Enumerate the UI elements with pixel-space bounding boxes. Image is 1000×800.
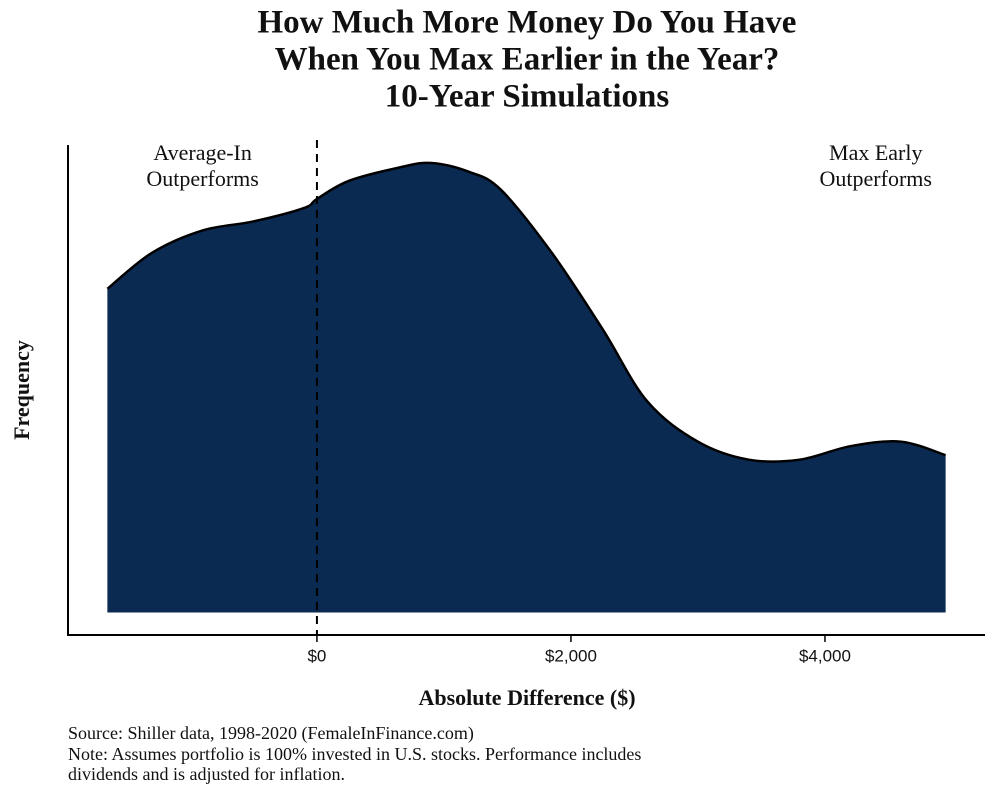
x-axis-label: Absolute Difference ($): [418, 685, 635, 710]
annotation: Average-In: [153, 140, 252, 165]
annotation: Outperforms: [146, 166, 258, 191]
density-area: [107, 162, 946, 613]
note: Source: Shiller data, 1998-2020 (FemaleI…: [68, 723, 474, 744]
annotation: Max Early: [829, 140, 922, 165]
density-line: [106, 161, 947, 463]
x-tick-label: $4,000: [799, 646, 851, 665]
x-tick-label: $0: [307, 646, 326, 665]
x-tick-label: $2,000: [545, 646, 597, 665]
chart-title: How Much More Money Do You Have: [258, 5, 797, 41]
note: dividends and is adjusted for inflation.: [68, 764, 345, 784]
note: Note: Assumes portfolio is 100% invested…: [68, 744, 641, 764]
annotation: Outperforms: [820, 166, 932, 191]
y-axis-label: Frequency: [9, 340, 34, 440]
chart-title: 10-Year Simulations: [385, 79, 670, 115]
chart-title: When You Max Earlier in the Year?: [275, 42, 780, 78]
